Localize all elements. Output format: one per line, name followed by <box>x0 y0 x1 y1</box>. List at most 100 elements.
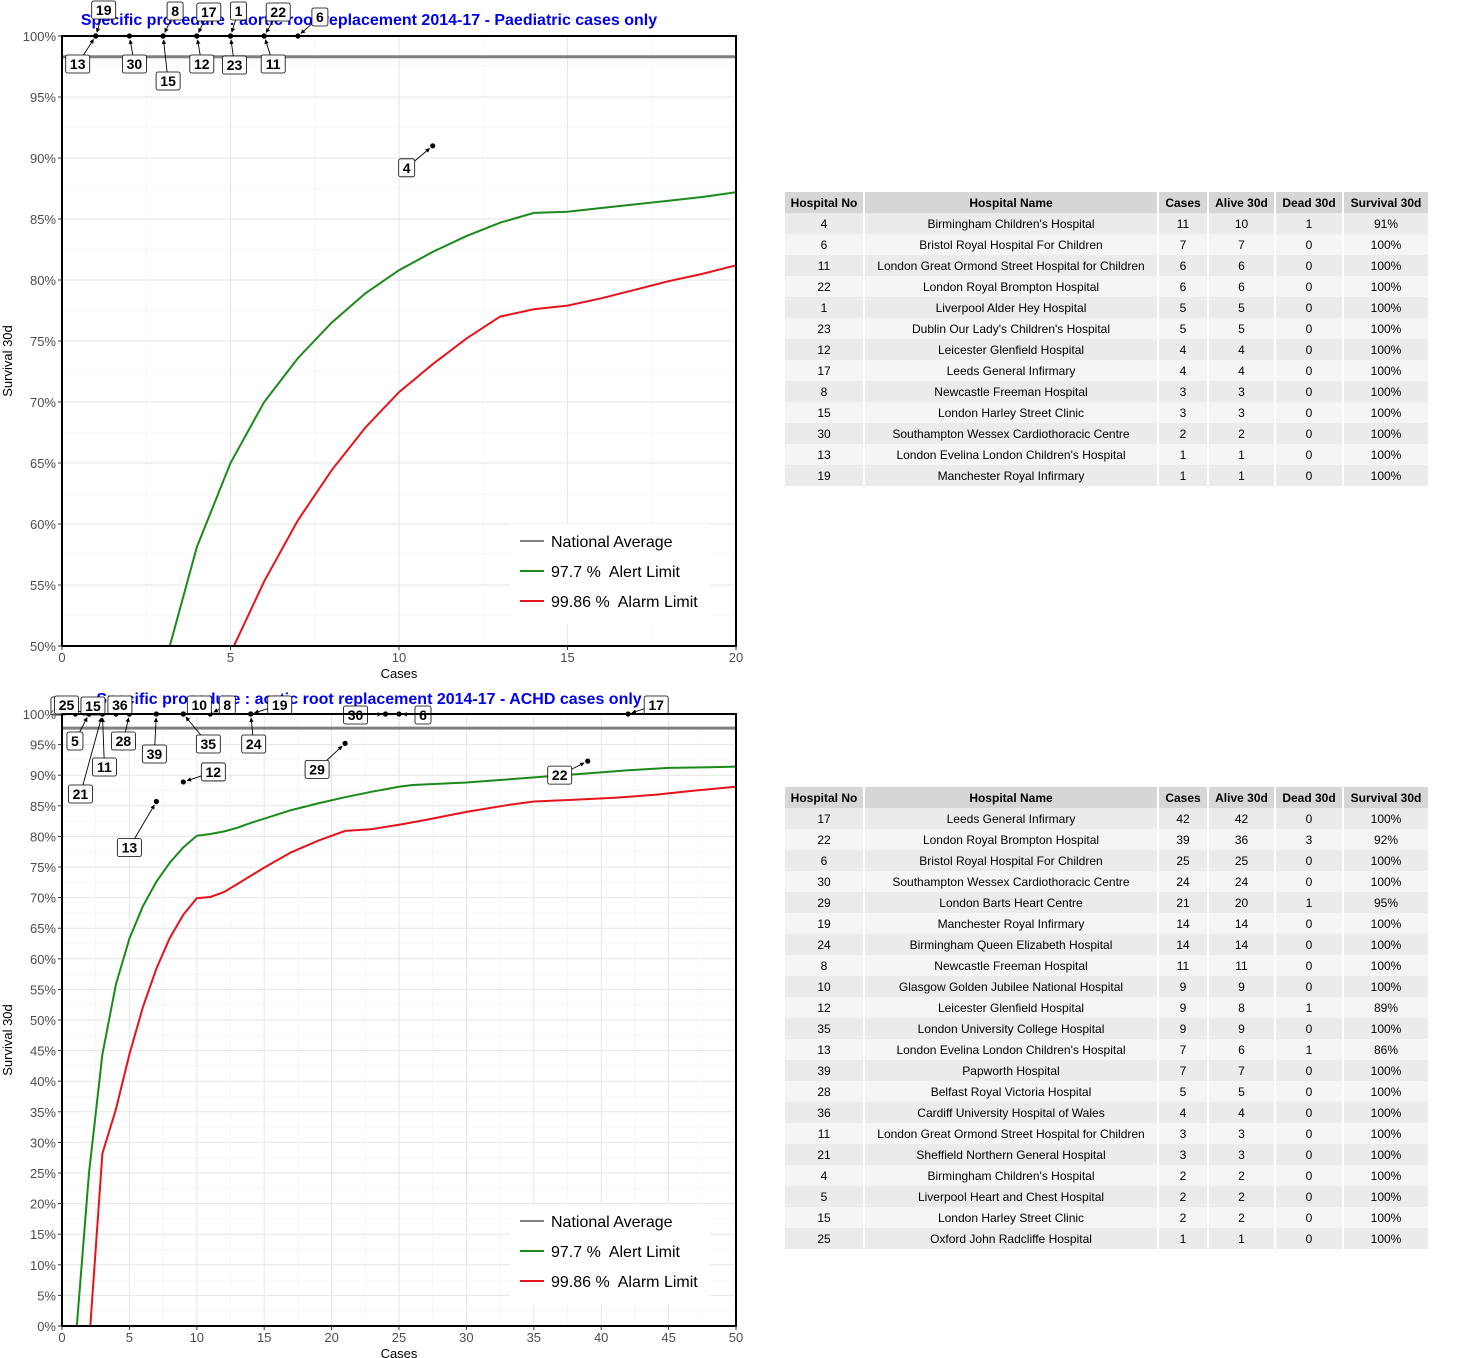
y-tick-label: 50% <box>30 1013 56 1028</box>
table-cell: 2 <box>1159 423 1207 444</box>
y-axis-label: Survival 30d <box>0 325 15 397</box>
table-cell: 42 <box>1209 808 1274 829</box>
table-cell: 9 <box>1209 976 1274 997</box>
point-label: 21 <box>73 786 89 802</box>
table-cell: 25 <box>785 1228 863 1249</box>
point-label-box <box>547 765 573 785</box>
table-cell: 100% <box>1344 381 1428 402</box>
point-label: 13 <box>122 840 138 856</box>
table-cell: 39 <box>1159 829 1207 850</box>
table-cell: 29 <box>785 892 863 913</box>
point-label-box <box>200 762 226 782</box>
table-cell: 0 <box>1276 1207 1342 1228</box>
table-cell: 8 <box>785 955 863 976</box>
table-cell: 0 <box>1276 1144 1342 1165</box>
table-cell: 0 <box>1276 1228 1342 1249</box>
y-tick-label: 90% <box>30 151 56 166</box>
table-cell: 100% <box>1344 1102 1428 1123</box>
x-tick-label: 30 <box>459 1330 473 1345</box>
table-cell: 100% <box>1344 444 1428 465</box>
table-cell: 86% <box>1344 1039 1428 1060</box>
label-arrow <box>186 775 202 782</box>
label-arrow <box>79 717 88 733</box>
table-cell: 100% <box>1344 913 1428 934</box>
table-cell: Liverpool Alder Hey Hospital <box>865 297 1157 318</box>
table-cell: 14 <box>1159 934 1207 955</box>
table-cell: 0 <box>1276 444 1342 465</box>
table-cell: 5 <box>785 1186 863 1207</box>
table-cell: 3 <box>1159 1144 1207 1165</box>
table-cell: 5 <box>1159 1081 1207 1102</box>
table-row: 28 Belfast Royal Victoria Hospital 5 5 0 100% <box>785 1081 1428 1102</box>
table-cell: 5 <box>1209 318 1274 339</box>
column-header: Dead 30d <box>1276 787 1342 808</box>
table-cell: Leeds General Infirmary <box>865 360 1157 381</box>
table-cell: 100% <box>1344 850 1428 871</box>
x-tick-label: 5 <box>126 1330 133 1345</box>
column-header: Cases <box>1159 787 1207 808</box>
table-cell: 9 <box>1159 976 1207 997</box>
table-cell: London Great Ormond Street Hospital for … <box>865 1123 1157 1144</box>
table-cell: 100% <box>1344 1144 1428 1165</box>
point-label: 5 <box>71 733 79 749</box>
table-cell: 15 <box>785 402 863 423</box>
point-label: 1 <box>235 3 243 19</box>
label-arrow <box>164 19 172 33</box>
table-cell: 14 <box>1159 913 1207 934</box>
legend-label: 99.86 % Alarm Limit <box>551 1274 698 1291</box>
table-row: 13 London Evelina London Children's Hospi… <box>785 444 1428 465</box>
table-cell: 0 <box>1276 360 1342 381</box>
point-label: 22 <box>552 767 568 783</box>
table-cell: 91% <box>1344 213 1428 234</box>
table-cell: 3 <box>1276 829 1342 850</box>
legend: National Average 97.7 % Alert Limit 99.86 … <box>510 524 710 624</box>
table-row: 11 London Great Ormond Street Hospital fo… <box>785 255 1428 276</box>
table-cell: 5 <box>1209 1081 1274 1102</box>
table-cell: 2 <box>1159 1165 1207 1186</box>
label-arrow <box>414 148 430 162</box>
paediatric-hospital-table-container: Hospital No Hospital Name Cases Alive 30d De… <box>783 192 1430 486</box>
point-label: 39 <box>147 746 163 762</box>
x-tick-label: 20 <box>324 1330 338 1345</box>
y-tick-label: 65% <box>30 921 56 936</box>
table-cell: 2 <box>1209 1165 1274 1186</box>
point-label-box <box>68 784 93 804</box>
table-row: 17 Leeds General Infirmary 4 4 0 100% <box>785 360 1428 381</box>
table-cell: Bristol Royal Hospital For Children <box>865 850 1157 871</box>
table-cell: 1 <box>1276 1039 1342 1060</box>
table-row: 24 Birmingham Queen Elizabeth Hospital 14 1… <box>785 934 1428 955</box>
table-cell: 36 <box>785 1102 863 1123</box>
y-tick-label: 5% <box>37 1288 56 1303</box>
point-label: 10 <box>192 697 208 713</box>
table-cell: 100% <box>1344 402 1428 423</box>
point-label: 8 <box>171 3 179 19</box>
table-cell: Sheffield Northern General Hospital <box>865 1144 1157 1165</box>
table-cell: 0 <box>1276 234 1342 255</box>
y-tick-label: 20% <box>30 1197 56 1212</box>
table-cell: 7 <box>1159 1060 1207 1081</box>
table-cell: 100% <box>1344 808 1428 829</box>
point-label: 11 <box>266 56 281 72</box>
table-row: 22 London Royal Brompton Hospital 39 36 3 92% <box>785 829 1428 850</box>
table-row: 30 Southampton Wessex Cardiothoracic Cent… <box>785 423 1428 444</box>
y-tick-label: 55% <box>30 982 56 997</box>
table-cell: 7 <box>1159 1039 1207 1060</box>
label-arrow <box>82 717 103 786</box>
table-cell: 0 <box>1276 871 1342 892</box>
series-line-alarm-limit <box>89 785 736 1326</box>
table-cell: London Harley Street Clinic <box>865 402 1157 423</box>
table-cell: 3 <box>1159 381 1207 402</box>
x-tick-label: 25 <box>392 1330 406 1345</box>
table-cell: 19 <box>785 465 863 486</box>
table-cell: 4 <box>1209 1102 1274 1123</box>
chart-title: Specific procedure : aortic root replace… <box>96 691 641 708</box>
table-cell: 8 <box>785 381 863 402</box>
point-label-box <box>304 759 330 779</box>
table-cell: 25 <box>1159 850 1207 871</box>
series-line-alarm-limit <box>232 264 736 646</box>
table-cell: 4 <box>1159 1102 1207 1123</box>
paediatric-chart: Specific procedure : aortic root replace… <box>0 0 743 679</box>
y-tick-label: 40% <box>30 1074 56 1089</box>
table-cell: 11 <box>785 255 863 276</box>
table-cell: 100% <box>1344 1207 1428 1228</box>
